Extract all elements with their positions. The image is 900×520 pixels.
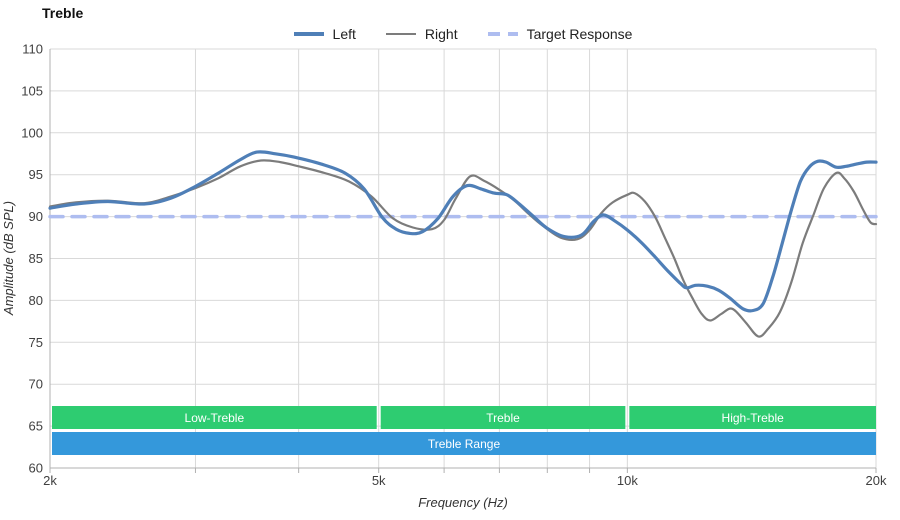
band-label: Treble Range: [428, 437, 501, 451]
series-left: [48, 150, 878, 313]
y-tick-label: 70: [29, 377, 43, 392]
x-tick-label: 2k: [43, 473, 57, 488]
band-label: High-Treble: [722, 411, 785, 425]
y-tick-label: 100: [21, 125, 43, 140]
band-low-treble: [52, 406, 377, 429]
y-tick-label: 60: [29, 461, 43, 476]
legend: Left Right Target Response: [50, 24, 876, 44]
legend-item-left[interactable]: Left: [293, 24, 356, 44]
target-response-swatch-icon: [487, 32, 518, 36]
y-tick-label: 95: [29, 167, 43, 182]
legend-item-right[interactable]: Right: [385, 24, 458, 44]
right-line-swatch-icon: [385, 33, 416, 35]
x-tick-label: 5k: [372, 473, 386, 488]
legend-item-target-response[interactable]: Target Response: [487, 24, 633, 44]
band-treble: [380, 406, 626, 429]
band-label: Low-Treble: [185, 411, 245, 425]
y-tick-label: 85: [29, 251, 43, 266]
chart-title: Treble: [42, 5, 84, 21]
y-axis-title: Amplitude (dB SPL): [1, 200, 16, 316]
band-high-treble: [629, 406, 876, 429]
x-axis-title: Frequency (Hz): [418, 495, 508, 510]
legend-label-left: Left: [332, 26, 356, 42]
band-label: Treble: [486, 411, 520, 425]
y-tick-label: 80: [29, 293, 43, 308]
y-tick-label: 65: [29, 419, 43, 434]
y-tick-label: 105: [21, 83, 43, 98]
legend-label-right: Right: [424, 26, 458, 42]
y-tick-label: 110: [22, 42, 43, 57]
y-tick-label: 90: [29, 209, 43, 224]
x-tick-label: 20k: [866, 473, 887, 488]
legend-label-target-response: Target Response: [526, 26, 633, 42]
y-tick-label: 75: [29, 335, 43, 350]
left-line-swatch-icon: [293, 32, 324, 36]
x-tick-label: 10k: [617, 473, 638, 488]
band-treble-range: [52, 432, 876, 455]
